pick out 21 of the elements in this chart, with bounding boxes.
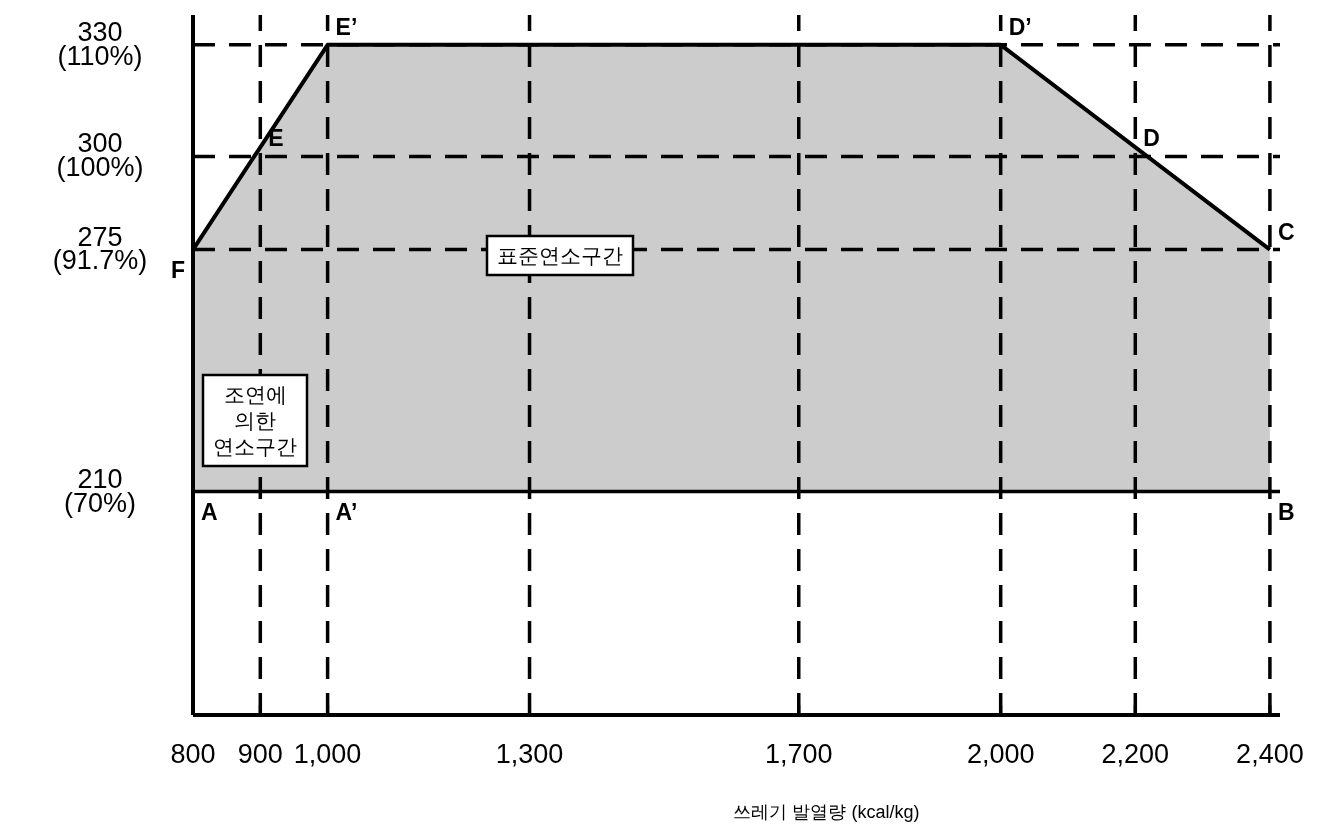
annotation: B xyxy=(1277,498,1295,525)
y2-tick-label: (91.7%) xyxy=(52,245,148,276)
x-tick-label: 2,400 xyxy=(1236,739,1304,769)
x-tick-label: 2,200 xyxy=(1101,739,1170,769)
annotation: E’ xyxy=(335,13,358,40)
x-tick-label: 1,700 xyxy=(764,739,833,769)
annotation: F xyxy=(170,256,185,283)
annotation: 조연에 의한 연소구간 xyxy=(213,383,297,458)
annotation: 표준연소구간 xyxy=(497,244,623,267)
x-tick-label: 1,000 xyxy=(293,739,362,769)
annotation: C xyxy=(1277,218,1295,245)
annotation: A xyxy=(201,498,218,525)
y2-tick-label: (100%) xyxy=(56,152,144,183)
annotation: D’ xyxy=(1008,13,1032,40)
x-tick-label: 1,300 xyxy=(495,739,564,769)
x-tick-label: 800 xyxy=(170,739,216,769)
annotation: A’ xyxy=(335,498,358,525)
x-axis-title: 쓰레기 발열량 (kcal/kg) xyxy=(733,802,920,822)
x-tick-label: 900 xyxy=(237,739,283,769)
annotation: D xyxy=(1143,125,1160,152)
x-tick-label: 2,000 xyxy=(966,739,1035,769)
